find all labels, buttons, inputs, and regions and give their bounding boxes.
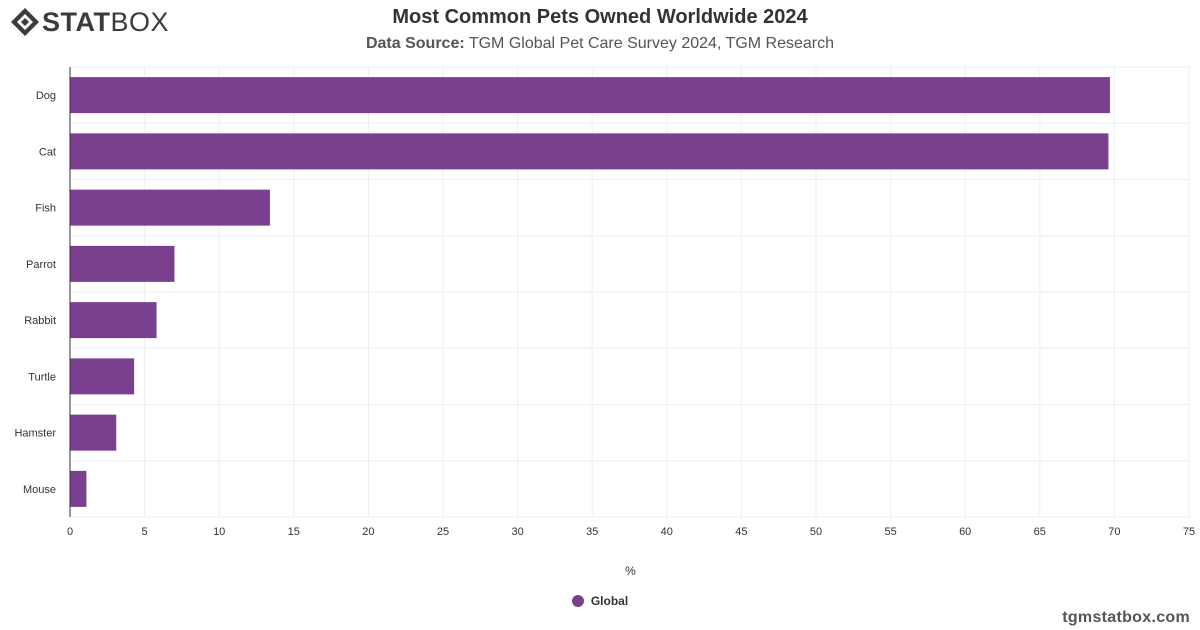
- bar-fish[interactable]: [70, 189, 270, 226]
- x-tick-label: 10: [213, 526, 225, 538]
- legend[interactable]: Global: [0, 594, 1200, 608]
- x-tick-label: 25: [437, 526, 449, 538]
- chart-title: Most Common Pets Owned Worldwide 2024: [392, 6, 808, 28]
- x-tick-label: 30: [511, 526, 523, 538]
- x-tick-label: 75: [1183, 526, 1195, 538]
- x-tick-label: 60: [959, 526, 971, 538]
- bar-dog[interactable]: [70, 77, 1110, 114]
- statbox-logo-icon: [11, 8, 39, 36]
- x-tick-label: 45: [735, 526, 747, 538]
- bar-hamster[interactable]: [70, 414, 117, 451]
- category-label: Hamster: [14, 428, 56, 440]
- brand-wordmark-bold: STAT: [42, 7, 111, 37]
- category-label: Rabbit: [24, 315, 56, 327]
- bar-turtle[interactable]: [70, 358, 135, 395]
- chart-subtitle: Data Source: TGM Global Pet Care Survey …: [0, 35, 1200, 53]
- x-tick-label: 40: [661, 526, 673, 538]
- category-label: Dog: [36, 90, 56, 102]
- x-tick-label: 65: [1034, 526, 1046, 538]
- bar-cat[interactable]: [70, 133, 1109, 170]
- category-label: Fish: [35, 203, 56, 215]
- bar-mouse[interactable]: [70, 470, 87, 507]
- x-tick-label: 35: [586, 526, 598, 538]
- bar-rabbit[interactable]: [70, 302, 157, 339]
- x-tick-label: 55: [884, 526, 896, 538]
- category-label: Mouse: [23, 484, 56, 496]
- category-label: Turtle: [28, 371, 56, 383]
- x-tick-label: 70: [1108, 526, 1120, 538]
- x-tick-label: 15: [288, 526, 300, 538]
- x-tick-label: 0: [67, 526, 73, 538]
- legend-label-global: Global: [590, 594, 629, 608]
- category-label: Parrot: [26, 259, 56, 271]
- subtitle-label: Data Source:: [365, 35, 465, 52]
- category-label: Cat: [39, 146, 56, 158]
- brand-wordmark: STATBOX: [42, 7, 169, 37]
- brand-wordmark-light: BOX: [110, 7, 170, 37]
- x-tick-label: 20: [362, 526, 374, 538]
- x-tick-label: 50: [810, 526, 822, 538]
- x-tick-label: 5: [142, 526, 148, 538]
- brand-logo: STATBOX: [10, 7, 169, 37]
- legend-marker: [571, 595, 584, 607]
- subtitle-text: TGM Global Pet Care Survey 2024, TGM Res…: [468, 35, 835, 52]
- footer-url[interactable]: tgmstatbox.com: [1062, 609, 1190, 626]
- x-axis-label: %: [625, 564, 636, 578]
- bar-parrot[interactable]: [70, 245, 175, 282]
